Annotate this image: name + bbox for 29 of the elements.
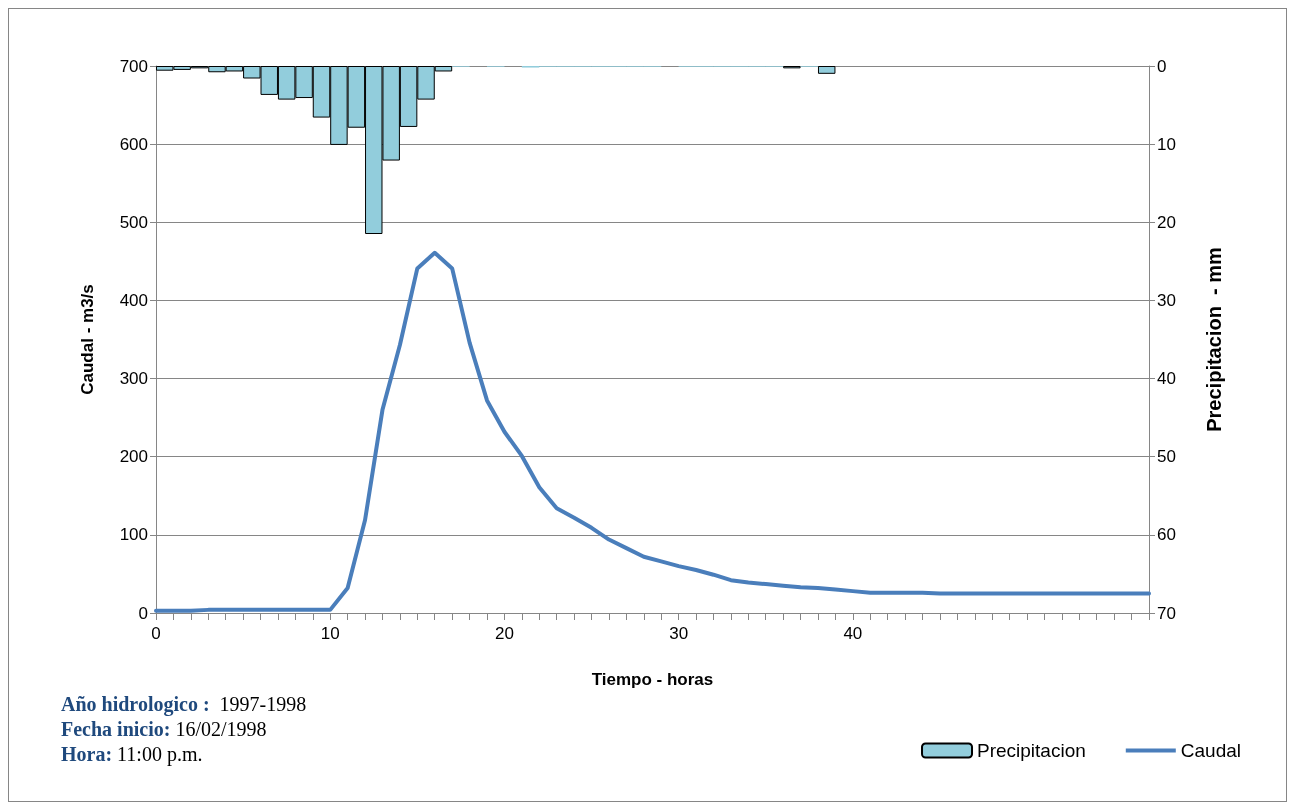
y2-tick-label: 20: [1157, 212, 1176, 232]
y2-tick-label: 30: [1157, 290, 1176, 310]
x-tick-label: 30: [669, 624, 689, 643]
y2-axis-title: Precipitacion - mm: [1203, 247, 1225, 432]
y2-tick-label: 60: [1157, 525, 1176, 545]
y2-tick-label: 40: [1157, 369, 1176, 389]
y2-tick-label: 0: [1157, 56, 1167, 76]
x-axis-title: Tiempo - horas: [591, 670, 714, 689]
y-tick-label: 300: [119, 369, 148, 389]
x-tick-label: 0: [151, 624, 161, 643]
y-tick-label: 600: [119, 134, 148, 154]
y2-tick-label: 50: [1157, 447, 1176, 467]
legend-label: Precipitacion: [977, 740, 1086, 761]
y2-tick-label: 10: [1157, 134, 1176, 154]
y2-tick-label: 70: [1157, 603, 1176, 623]
y-tick-label: 100: [119, 525, 148, 545]
legend-label: Caudal: [1180, 740, 1242, 761]
y-tick-label: 0: [138, 603, 148, 623]
y-tick-label: 500: [119, 212, 148, 232]
y-tick-label: 400: [119, 290, 148, 310]
text: Fecha inicio: 16/02/1998: [61, 718, 267, 740]
y-tick-label: 700: [119, 56, 148, 76]
text: Hora: 11:00 p.m.: [61, 743, 203, 766]
x-tick-label: 10: [320, 624, 340, 643]
x-tick-label: 20: [494, 624, 514, 643]
text: Año hidrologico : 1997-1998: [61, 693, 307, 716]
x-tick-label: 40: [843, 624, 863, 643]
y-tick-label: 200: [119, 447, 148, 467]
y-axis-title: Caudal - m3/s: [78, 284, 97, 395]
